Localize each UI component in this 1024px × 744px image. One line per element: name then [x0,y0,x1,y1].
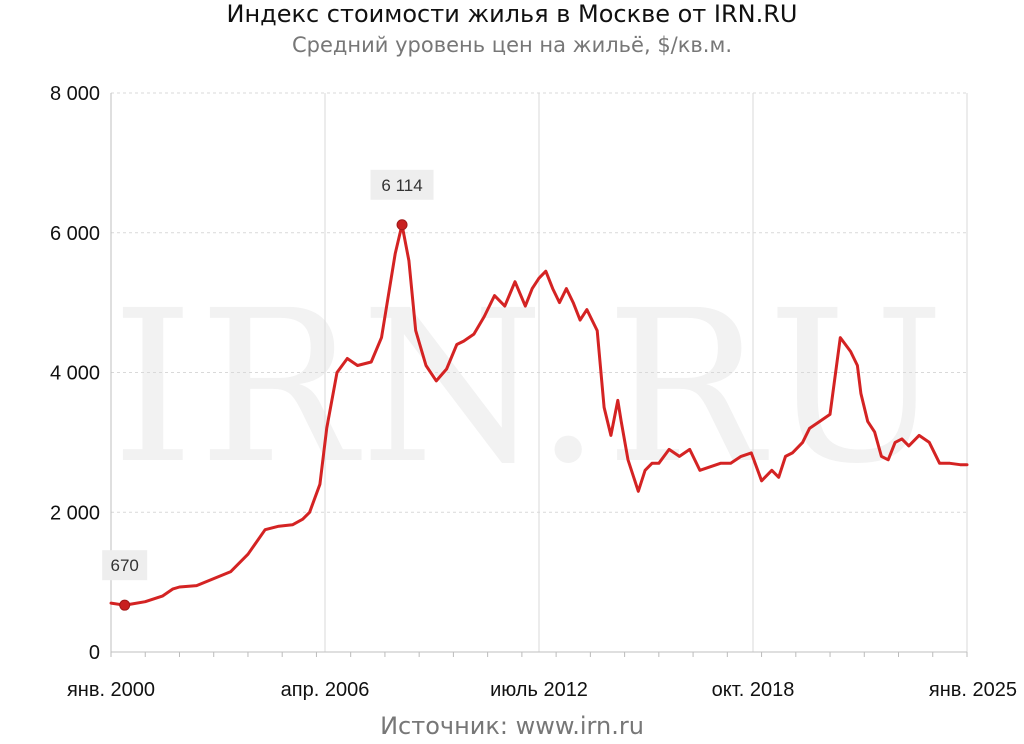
axes: 0 2 000 4 000 6 000 8 000 янв. 2000 апр. 2006 и… [50,83,1017,701]
x-tick-label: янв. 2025 [929,679,1017,701]
y-tick-label: 4 000 [50,363,100,385]
annotation-label: 6 114 [381,176,422,195]
y-tick-label: 2 000 [50,502,100,524]
y-tick-label: 8 000 [50,83,100,105]
chart-title: Индекс стоимости жилья в Москве от IRN.R… [226,0,798,28]
source-note: Источник: www.irn.ru [380,712,644,740]
series-line [109,223,969,607]
chart-subtitle: Средний уровень цен на жильё, $/кв.м. [291,33,733,57]
annotation-marker [119,599,131,611]
y-tick-label: 0 [89,642,100,664]
x-tick-label: окт. 2018 [712,679,795,701]
x-tick-label: янв. 2000 [67,679,155,701]
watermark: IRN.RU [111,265,948,510]
x-tick-label: апр. 2006 [281,679,370,701]
annotation-marker [396,219,408,231]
grid [111,92,968,652]
y-tick-label: 6 000 [50,223,100,245]
annotation-box [102,550,148,581]
annotation-label: 670 [111,556,139,575]
series-layer [109,223,969,607]
x-tick-label: июль 2012 [490,679,588,701]
annotations: 670 6 114 [102,169,434,611]
annotation-box [370,169,434,200]
